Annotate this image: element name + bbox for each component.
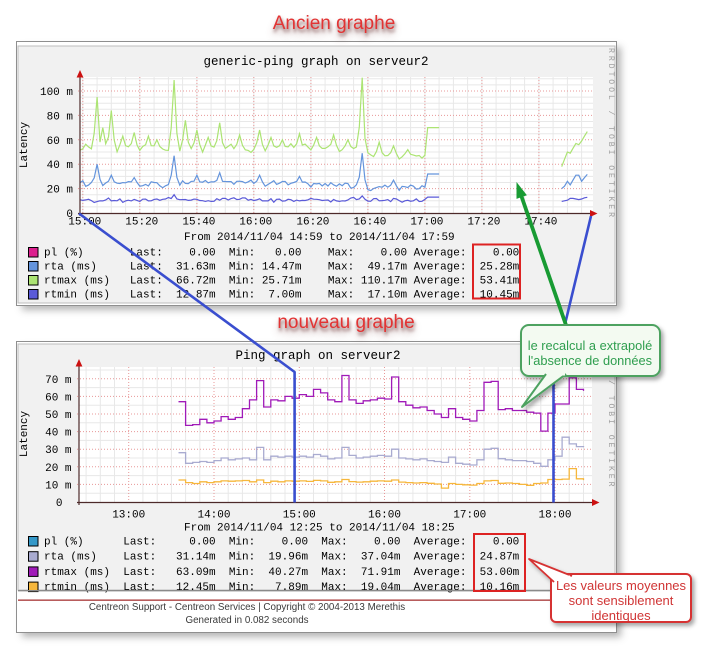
svg-text:60 m: 60 m bbox=[45, 392, 72, 404]
svg-text:15:20: 15:20 bbox=[125, 217, 158, 229]
svg-text:From 2014/11/04 14:59 to 2014/: From 2014/11/04 14:59 to 2014/11/04 17:5… bbox=[184, 232, 455, 244]
svg-text:10 m: 10 m bbox=[45, 480, 72, 492]
svg-text:/ TOBI OETIKER: / TOBI OETIKER bbox=[606, 380, 616, 489]
svg-text:16:00: 16:00 bbox=[368, 510, 401, 522]
svg-text:16:00: 16:00 bbox=[239, 217, 272, 229]
svg-text:From 2014/11/04 12:25 to 2014/: From 2014/11/04 12:25 to 2014/11/04 18:2… bbox=[184, 523, 455, 535]
svg-text:identiques: identiques bbox=[591, 608, 651, 623]
svg-text:0: 0 bbox=[66, 209, 73, 221]
svg-text:17:00: 17:00 bbox=[453, 510, 486, 522]
svg-text:Les valeurs moyennes: Les valeurs moyennes bbox=[556, 578, 687, 593]
svg-text:16:40: 16:40 bbox=[353, 217, 386, 229]
svg-text:80 m: 80 m bbox=[47, 111, 74, 123]
svg-text:20 m: 20 m bbox=[45, 463, 72, 475]
svg-text:14:00: 14:00 bbox=[197, 510, 230, 522]
svg-text:15:00: 15:00 bbox=[68, 217, 101, 229]
svg-text:pl (%) Last: 0.00 Mi: pl (%) Last: 0.00 Min: 0.00 Max: 0.00 Av… bbox=[44, 248, 519, 260]
svg-text:40 m: 40 m bbox=[47, 160, 74, 172]
svg-text:rta (ms) Last: 31.14m Mi: rta (ms) Last: 31.14m Min: 19.96m Max: 3… bbox=[44, 552, 520, 564]
svg-text:Ping graph on serveur2: Ping graph on serveur2 bbox=[235, 349, 400, 363]
svg-text:le recalcul a extrapolé: le recalcul a extrapolé bbox=[528, 338, 652, 353]
svg-text:60 m: 60 m bbox=[47, 136, 74, 148]
svg-text:rtmax (ms) Last: 66.72m Mi: rtmax (ms) Last: 66.72m Min: 25.71m Max:… bbox=[44, 276, 520, 288]
svg-text:70 m: 70 m bbox=[45, 375, 72, 387]
svg-text:rta (ms) Last: 31.63m Mi: rta (ms) Last: 31.63m Min: 14.47m Max: 4… bbox=[44, 262, 520, 274]
svg-text:17:20: 17:20 bbox=[467, 217, 500, 229]
svg-text:16:20: 16:20 bbox=[296, 217, 329, 229]
svg-text:0: 0 bbox=[56, 498, 63, 510]
svg-text:rtmax (ms) Last: 63.09m Mi: rtmax (ms) Last: 63.09m Min: 40.27m Max:… bbox=[44, 567, 520, 579]
svg-text:15:40: 15:40 bbox=[182, 217, 215, 229]
svg-text:30 m: 30 m bbox=[45, 445, 72, 457]
svg-text:l'absence de données: l'absence de données bbox=[528, 353, 652, 368]
svg-text:Latency: Latency bbox=[19, 411, 31, 458]
svg-text:15:00: 15:00 bbox=[283, 510, 316, 522]
svg-text:50 m: 50 m bbox=[45, 410, 72, 422]
svg-text:generic-ping graph on serveur2: generic-ping graph on serveur2 bbox=[203, 55, 428, 69]
svg-text:18:00: 18:00 bbox=[538, 510, 571, 522]
svg-text:13:00: 13:00 bbox=[112, 510, 145, 522]
svg-text:20 m: 20 m bbox=[47, 185, 74, 197]
svg-text:rtmin (ms) Last: 12.45m Mi: rtmin (ms) Last: 12.45m Min: 7.89m Max: … bbox=[44, 582, 520, 594]
svg-text:rtmin (ms) Last: 12.87m Mi: rtmin (ms) Last: 12.87m Min: 7.00m Max: … bbox=[44, 290, 520, 302]
svg-text:Latency: Latency bbox=[19, 122, 31, 169]
svg-text:pl (%) Last: 0.00 Mi: pl (%) Last: 0.00 Min: 0.00 Max: 0.00 Av… bbox=[44, 537, 519, 549]
svg-text:100 m: 100 m bbox=[40, 87, 73, 99]
svg-text:17:00: 17:00 bbox=[410, 217, 443, 229]
svg-text:sont sensiblement: sont sensiblement bbox=[569, 593, 674, 608]
svg-text:RRDTOOL / TOBI OETIKER: RRDTOOL / TOBI OETIKER bbox=[606, 48, 616, 220]
svg-text:40 m: 40 m bbox=[45, 428, 72, 440]
